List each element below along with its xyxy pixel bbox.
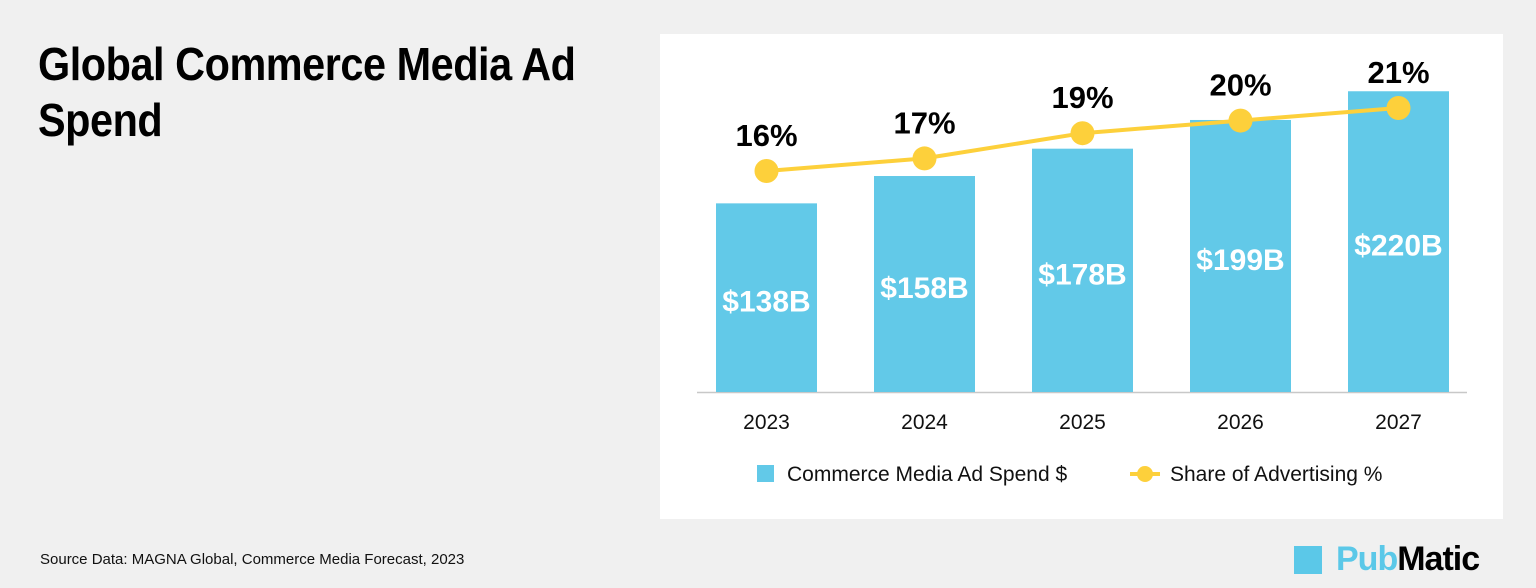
bar-2025 <box>1032 148 1133 392</box>
x-tick-2026: 2026 <box>1217 411 1264 434</box>
legend-label-bar: Commerce Media Ad Spend $ <box>787 463 1067 486</box>
x-tick-2027: 2027 <box>1375 411 1422 434</box>
chart-title: Global Commerce Media Ad Spend <box>38 38 576 146</box>
x-tick-2025: 2025 <box>1059 411 1106 434</box>
bar-label-2023: $138B <box>722 286 810 319</box>
share-point-2024 <box>912 146 937 171</box>
bar-2023 <box>716 203 817 392</box>
logo-text-matic: Matic <box>1397 540 1480 578</box>
share-point-2025 <box>1070 121 1095 146</box>
bar-2024 <box>874 176 975 392</box>
bar-label-2024: $158B <box>880 272 968 305</box>
share-point-2023 <box>754 159 779 183</box>
pubmatic-logo: Pub Matic <box>1294 540 1480 579</box>
share-label-2025: 19% <box>1051 80 1113 115</box>
share-point-2027 <box>1386 96 1411 120</box>
legend-label-line: Share of Advertising % <box>1170 463 1382 486</box>
share-label-2024: 17% <box>893 105 955 140</box>
logo-square-icon <box>1294 545 1322 574</box>
bar-2027 <box>1348 91 1449 392</box>
bar-label-2026: $199B <box>1196 244 1284 277</box>
x-tick-2023: 2023 <box>743 411 790 434</box>
share-label-2026: 20% <box>1209 68 1271 103</box>
logo-text-pub: Pub <box>1336 540 1398 578</box>
source-note: Source Data: MAGNA Global, Commerce Medi… <box>40 551 465 568</box>
share-label-2023: 16% <box>735 118 797 153</box>
bar-label-2027: $220B <box>1354 230 1442 263</box>
legend: Commerce Media Ad Spend $ Share of Adver… <box>757 463 1382 486</box>
share-point-2026 <box>1228 108 1253 133</box>
share-label-2027: 21% <box>1367 55 1429 90</box>
legend-swatch-dot <box>1137 466 1153 482</box>
bar-label-2025: $178B <box>1038 258 1126 291</box>
x-tick-2024: 2024 <box>901 411 948 434</box>
bar-2026 <box>1190 119 1291 392</box>
legend-swatch-bar <box>757 465 774 482</box>
